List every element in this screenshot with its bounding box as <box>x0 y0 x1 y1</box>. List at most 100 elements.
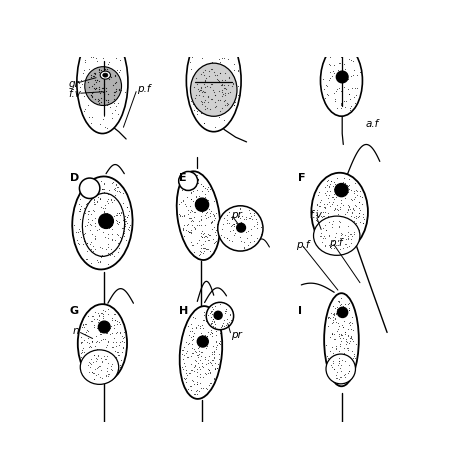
Point <box>210 316 217 323</box>
Point <box>79 320 87 328</box>
Point <box>100 95 108 103</box>
Point <box>124 226 131 233</box>
Point <box>182 226 190 234</box>
Ellipse shape <box>100 71 110 79</box>
Point <box>336 236 344 244</box>
Point <box>230 231 237 239</box>
Point <box>191 213 198 220</box>
Point <box>218 86 226 94</box>
Point <box>313 206 320 214</box>
Point <box>328 319 336 327</box>
Point <box>205 369 212 377</box>
Point <box>339 48 346 55</box>
Point <box>108 362 115 369</box>
Point <box>321 94 329 102</box>
Point <box>187 360 195 367</box>
Point <box>189 221 196 228</box>
Point <box>337 368 345 375</box>
Point <box>193 380 201 388</box>
Point <box>344 344 351 352</box>
Point <box>201 211 209 219</box>
Point <box>90 315 97 323</box>
Point <box>335 297 342 305</box>
Point <box>184 385 192 393</box>
Point <box>99 52 107 59</box>
Point <box>93 346 100 353</box>
Point <box>337 232 345 240</box>
Point <box>105 363 112 370</box>
Point <box>344 207 352 214</box>
Point <box>193 95 201 103</box>
Point <box>106 70 113 78</box>
Point <box>99 185 106 192</box>
Point <box>206 358 214 365</box>
Point <box>345 370 352 378</box>
Point <box>331 204 338 211</box>
Point <box>192 193 200 201</box>
Point <box>211 302 219 310</box>
Point <box>78 353 85 361</box>
Point <box>85 65 92 73</box>
Point <box>352 91 360 99</box>
Point <box>216 98 223 105</box>
Point <box>253 215 260 222</box>
Point <box>115 318 123 326</box>
Point <box>103 365 110 372</box>
Point <box>211 228 219 236</box>
Point <box>335 71 343 79</box>
Point <box>337 87 345 95</box>
Point <box>87 355 95 363</box>
Point <box>215 96 222 103</box>
Point <box>97 253 104 261</box>
Point <box>324 352 331 359</box>
Point <box>92 84 100 91</box>
Point <box>86 199 93 206</box>
Point <box>329 316 337 323</box>
Point <box>205 106 213 113</box>
Point <box>110 362 118 370</box>
Point <box>99 204 107 211</box>
Point <box>329 358 337 365</box>
Point <box>77 202 84 210</box>
Point <box>329 67 337 74</box>
Point <box>338 230 346 237</box>
Point <box>188 195 195 202</box>
Text: gr: gr <box>68 79 79 89</box>
Point <box>80 230 88 237</box>
Point <box>188 229 195 237</box>
Point <box>216 77 223 85</box>
Point <box>179 350 186 357</box>
Point <box>203 82 210 90</box>
Point <box>188 349 195 356</box>
Point <box>342 310 350 318</box>
Point <box>334 327 341 334</box>
Point <box>228 222 235 230</box>
Point <box>194 79 202 87</box>
Point <box>210 318 218 325</box>
Point <box>94 182 102 189</box>
Point <box>200 88 208 95</box>
Point <box>191 381 198 388</box>
Point <box>349 327 356 334</box>
Point <box>76 228 84 235</box>
Point <box>334 241 341 248</box>
Point <box>332 187 340 194</box>
Point <box>200 78 208 86</box>
Point <box>332 335 339 343</box>
Point <box>313 200 321 208</box>
Point <box>344 208 351 216</box>
Point <box>121 229 128 237</box>
Point <box>220 92 228 100</box>
Point <box>193 172 201 179</box>
Circle shape <box>99 214 113 228</box>
Point <box>105 195 112 203</box>
Text: p.f: p.f <box>296 240 310 250</box>
Point <box>210 318 218 325</box>
Point <box>257 230 264 237</box>
Point <box>200 384 207 392</box>
Point <box>326 213 333 221</box>
Point <box>94 352 101 359</box>
Point <box>112 102 119 110</box>
Point <box>117 356 125 364</box>
Point <box>198 348 205 356</box>
